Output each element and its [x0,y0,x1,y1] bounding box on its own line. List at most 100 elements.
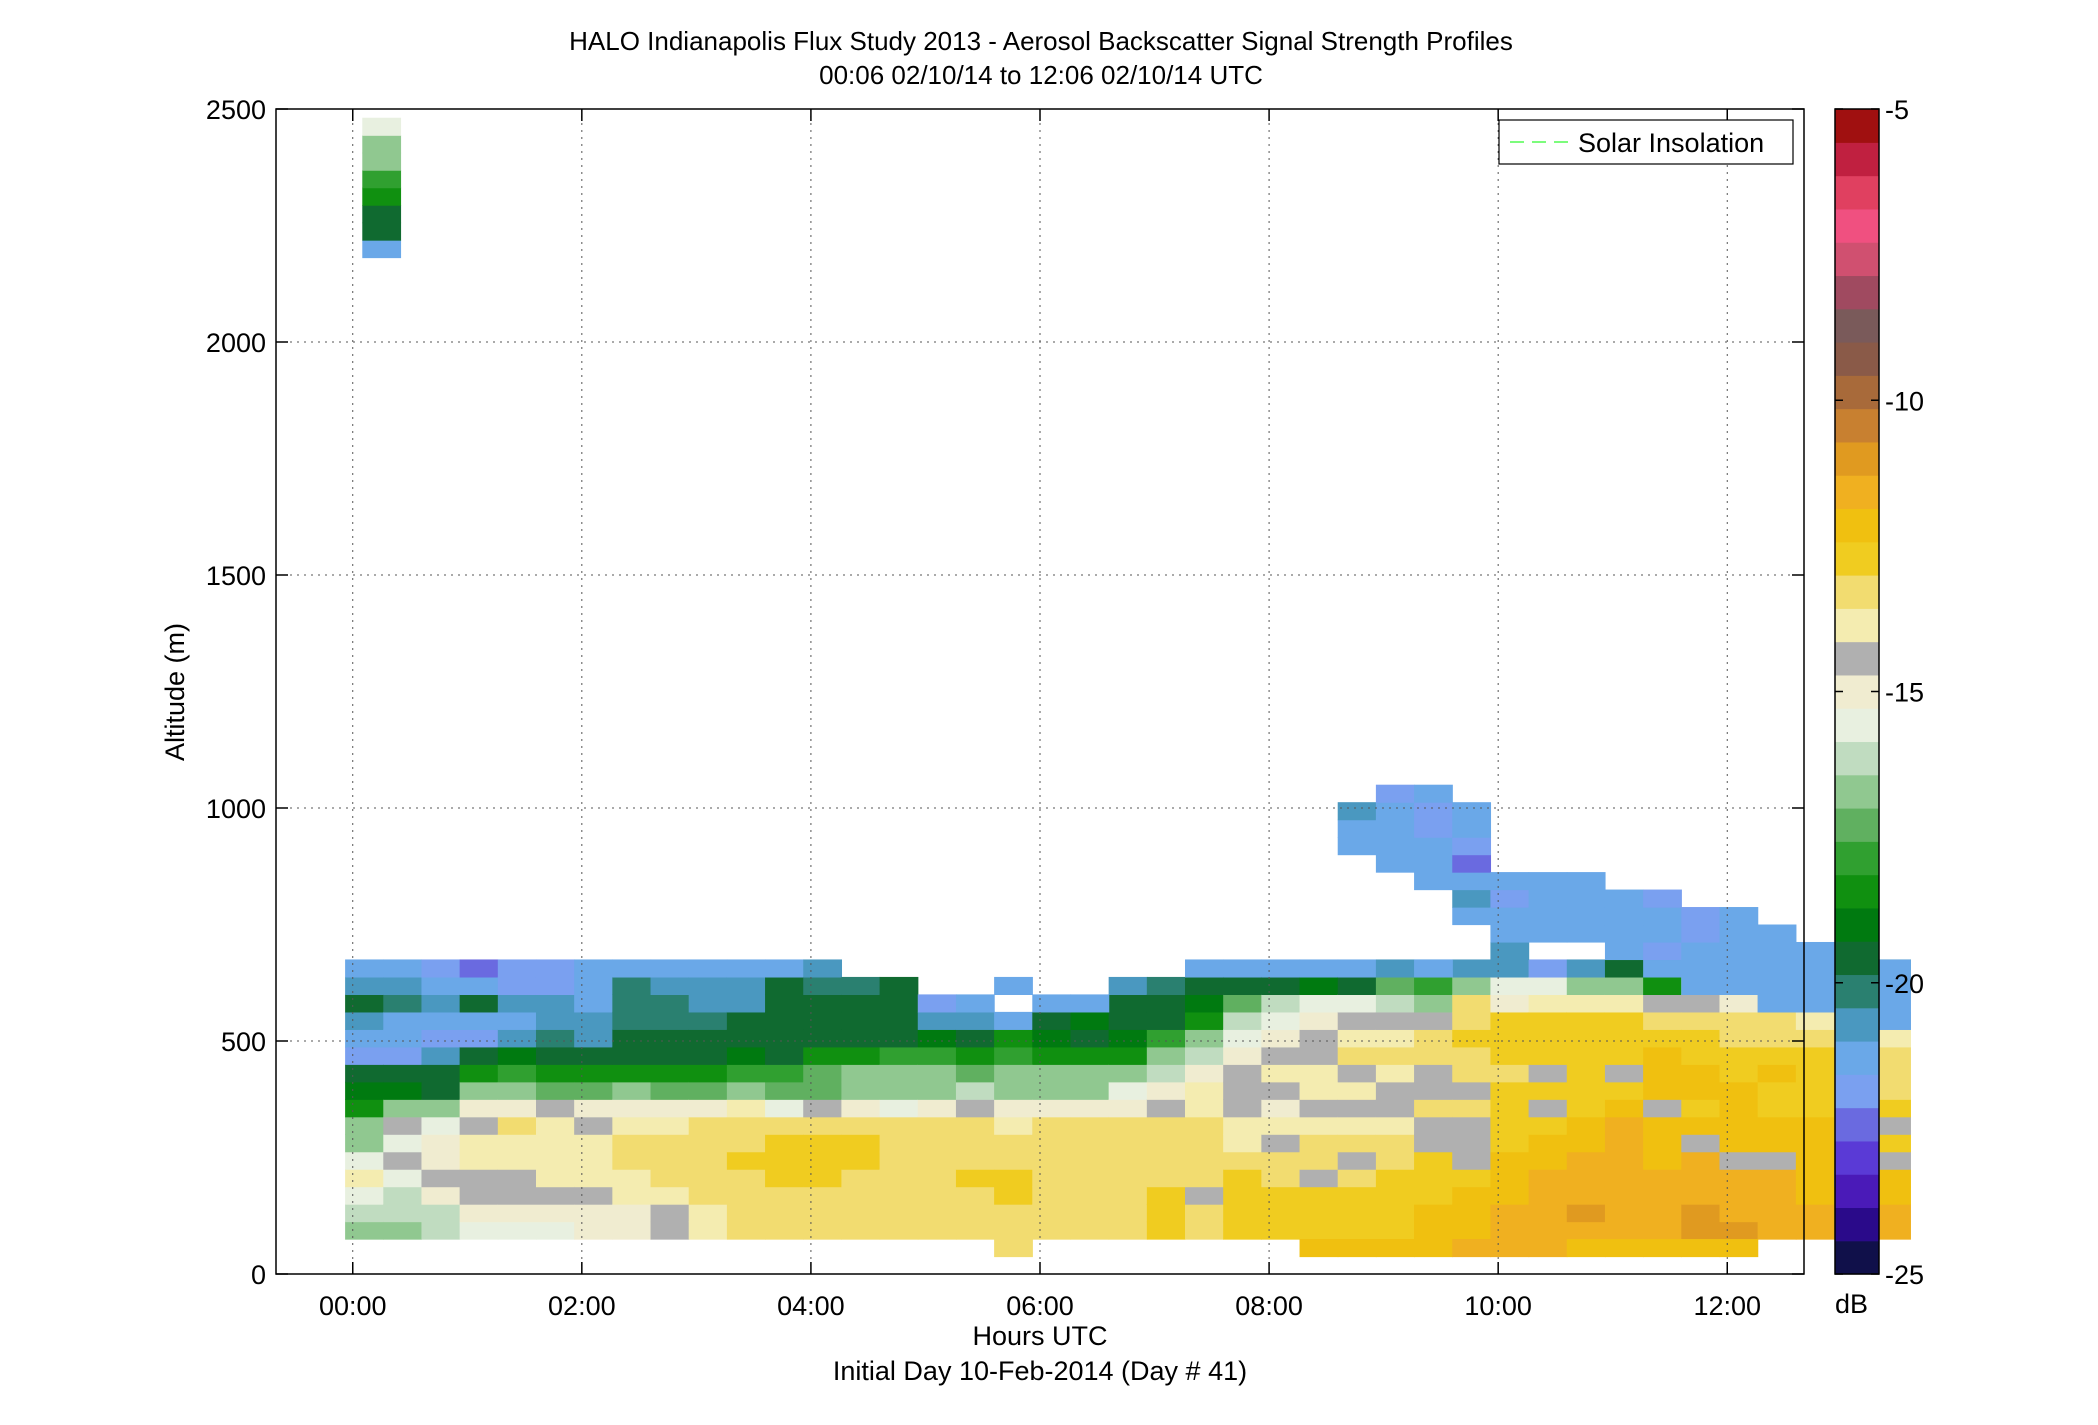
heatmap-cell [1337,1204,1377,1223]
heatmap-cell-upper [1452,854,1492,873]
heatmap-cell [1108,1116,1148,1135]
heatmap-cell [574,1169,613,1188]
heatmap-cell-upper [1414,959,1453,978]
heatmap-cell [1375,1029,1415,1048]
heatmap-cell [1872,1099,1911,1118]
heatmap-cell [1795,1099,1835,1118]
heatmap-cell [1261,1081,1301,1100]
heatmap-cell [955,1134,995,1153]
heatmap-cell [1490,1204,1530,1223]
heatmap-cell-upper [1566,889,1606,908]
heatmap-cell [497,994,537,1013]
heatmap-cell [574,1151,613,1170]
heatmap-cell [1108,1221,1148,1240]
heatmap-cell [1452,1169,1492,1188]
heatmap-cell [459,1204,499,1223]
heatmap-cell [726,1151,766,1170]
heatmap-cell [1528,1116,1568,1135]
heatmap-cell [421,1099,461,1118]
heatmap-cell [1070,1134,1110,1153]
heatmap-cell [1032,1064,1072,1083]
heatmap-cell [383,1151,423,1170]
heatmap-cell [1185,994,1224,1013]
heatmap-cell [726,1186,766,1205]
heatmap-cell [1681,1011,1721,1030]
heatmap-cell [1261,1134,1301,1153]
heatmap-cell [1757,1186,1797,1205]
heatmap-cell [879,1046,919,1065]
heatmap-cell-upper [1490,907,1530,926]
heatmap-cell-upper [1414,872,1453,891]
heatmap-cell [1223,1064,1262,1083]
heatmap-cell [1719,1046,1759,1065]
heatmap-cell [803,1099,843,1118]
y-tick-label: 2000 [206,328,266,358]
heatmap-cell [841,1011,881,1030]
heatmap-cell [1185,1116,1224,1135]
heatmap-cell [1108,994,1148,1013]
heatmap-cell [1604,1081,1644,1100]
heatmap-cell [955,1116,995,1135]
x-tick-label: 00:00 [319,1291,387,1321]
heatmap-cell [1337,959,1377,978]
heatmap-cell [1108,1046,1148,1065]
heatmap-cell [1414,994,1453,1013]
y-axis: 0 500 1000 1500 2000 2500 [206,95,1804,1290]
heatmap-cell [1452,1151,1492,1170]
heatmap-cell [1490,1064,1530,1083]
heatmap-cell [1566,1011,1606,1030]
heatmap-cell [1757,1099,1797,1118]
heatmap-cell [612,1186,652,1205]
heatmap-cell [994,1064,1033,1083]
heatmap-cell [421,1029,461,1048]
legend[interactable]: Solar Insolation [1498,119,1794,165]
heatmap-cell [650,1134,690,1153]
heatmap-cell [1604,976,1644,995]
heatmap-cell-upper [1719,976,1759,995]
heatmap-cell [879,1064,919,1083]
heatmap-cell [1032,1186,1072,1205]
heatmap-cell [1757,1081,1797,1100]
heatmap-cell [841,1151,881,1170]
heatmap-cell [1528,1011,1568,1030]
heatmap-cell [1604,1046,1644,1065]
heatmap-cell [1185,1029,1224,1048]
heatmap-cell [1223,1116,1262,1135]
heatmap-cell [1299,1151,1339,1170]
heatmap-cell [688,959,728,978]
heatmap-cell-upper [1375,802,1415,821]
heatmap-cell [917,1134,957,1153]
heatmap-cell [383,1134,423,1153]
heatmap-cell [955,1151,995,1170]
heatmap-cell [345,1011,384,1030]
heatmap-cell [1566,976,1606,995]
heatmap-cell [994,1239,1033,1258]
colorbar-tick-label: -5 [1885,95,1909,125]
heatmap-cell-upper [1795,959,1835,978]
heatmap-cell [1604,1099,1644,1118]
heatmap-cell-high [362,170,402,189]
heatmap-cell [1185,1064,1224,1083]
heatmap-cell [1452,1186,1492,1205]
heatmap-cell [1070,1151,1110,1170]
heatmap-cell [535,1029,575,1048]
heatmap-cell [1681,1064,1721,1083]
heatmap-cell [994,1011,1033,1030]
heatmap-cell [1146,1029,1186,1048]
heatmap-cell [1032,1011,1072,1030]
heatmap-cell [1604,1221,1644,1240]
colorbar-label: dB [1835,1289,1868,1319]
heatmap-cell [497,976,537,995]
heatmap-cell [1070,1186,1110,1205]
colorbar-segment [1835,475,1879,510]
heatmap-cell [497,1116,537,1135]
heatmap-cell [1528,1064,1568,1083]
heatmap-cell [1337,1064,1377,1083]
colorbar-segment [1835,275,1879,310]
heatmap-cell [1070,1029,1110,1048]
heatmap-cell [1757,1011,1797,1030]
heatmap-cell [421,1134,461,1153]
heatmap-cell [1452,1239,1492,1258]
heatmap-cell [1681,1134,1721,1153]
heatmap-cell [1795,1151,1835,1170]
